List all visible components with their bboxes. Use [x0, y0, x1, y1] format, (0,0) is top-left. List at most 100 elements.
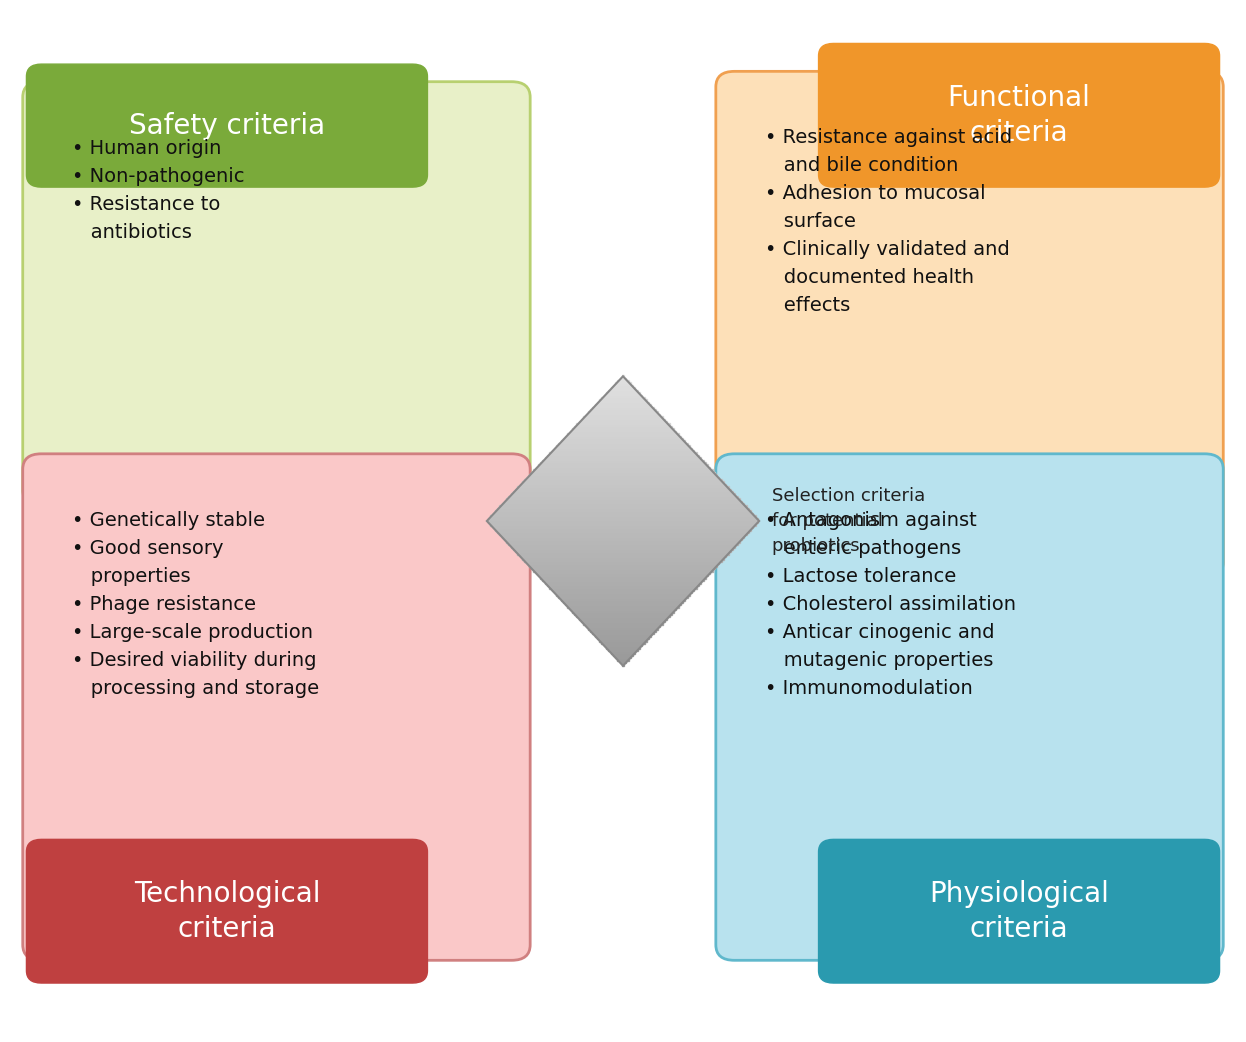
Bar: [538, 465, 708, 468]
FancyBboxPatch shape: [22, 81, 531, 505]
Bar: [591, 628, 655, 631]
Bar: [536, 571, 710, 574]
Bar: [591, 410, 655, 413]
Bar: [583, 416, 663, 420]
Bar: [606, 645, 640, 649]
FancyBboxPatch shape: [819, 44, 1220, 188]
Bar: [599, 399, 647, 403]
Bar: [592, 406, 654, 411]
Bar: [566, 602, 680, 605]
Bar: [528, 474, 718, 477]
Bar: [572, 428, 674, 431]
Bar: [611, 650, 635, 653]
Bar: [520, 553, 726, 557]
Bar: [531, 472, 715, 475]
Bar: [541, 462, 705, 466]
Bar: [538, 573, 708, 576]
Bar: [527, 476, 719, 480]
Bar: [583, 621, 663, 625]
Bar: [569, 606, 677, 611]
Bar: [497, 529, 749, 534]
Bar: [520, 483, 726, 488]
Bar: [622, 663, 624, 666]
Bar: [619, 660, 627, 664]
Bar: [525, 559, 721, 562]
Bar: [502, 503, 744, 506]
Bar: [599, 638, 647, 642]
Bar: [588, 626, 658, 629]
Bar: [522, 556, 724, 560]
Bar: [503, 537, 743, 541]
Bar: [561, 441, 685, 444]
Bar: [581, 619, 665, 622]
Bar: [594, 634, 652, 637]
Bar: [506, 540, 740, 543]
FancyBboxPatch shape: [22, 454, 531, 961]
Bar: [515, 489, 731, 492]
Bar: [490, 522, 756, 526]
Bar: [594, 404, 652, 407]
Bar: [556, 592, 690, 596]
Bar: [511, 494, 735, 497]
FancyBboxPatch shape: [715, 454, 1224, 961]
Bar: [586, 624, 660, 627]
Bar: [588, 412, 658, 415]
Bar: [503, 500, 743, 504]
Bar: [536, 467, 710, 470]
FancyBboxPatch shape: [715, 71, 1224, 578]
Bar: [608, 390, 638, 393]
Bar: [492, 513, 754, 516]
Bar: [619, 377, 627, 381]
Bar: [552, 450, 694, 453]
Bar: [613, 652, 633, 656]
Text: • Human origin
• Non-pathogenic
• Resistance to
   antibiotics: • Human origin • Non-pathogenic • Resist…: [72, 139, 244, 242]
Bar: [556, 445, 690, 449]
Bar: [513, 546, 733, 550]
Bar: [502, 535, 744, 538]
Bar: [527, 561, 719, 565]
Bar: [586, 414, 660, 417]
Bar: [511, 544, 735, 547]
Bar: [517, 487, 729, 490]
Text: Functional
criteria: Functional criteria: [948, 84, 1090, 147]
Bar: [572, 610, 674, 613]
FancyBboxPatch shape: [26, 65, 427, 188]
Bar: [616, 655, 630, 659]
Bar: [528, 564, 718, 567]
Bar: [495, 527, 751, 530]
Bar: [617, 380, 629, 383]
Bar: [533, 568, 713, 572]
Bar: [553, 590, 693, 593]
Bar: [577, 423, 669, 427]
Bar: [569, 430, 677, 435]
Text: • Antagonism against
   enteric pathogens
• Lactose tolerance
• Cholesterol assi: • Antagonism against enteric pathogens •…: [765, 511, 1017, 698]
Bar: [558, 595, 688, 598]
Bar: [488, 518, 758, 521]
Bar: [616, 382, 630, 386]
Bar: [500, 505, 746, 508]
Bar: [517, 551, 729, 554]
Bar: [533, 469, 713, 473]
Bar: [602, 397, 644, 400]
Bar: [549, 452, 697, 456]
Bar: [542, 578, 704, 581]
Bar: [574, 426, 672, 429]
Bar: [553, 448, 693, 451]
Bar: [547, 455, 699, 458]
Bar: [547, 582, 699, 586]
Bar: [578, 617, 668, 620]
Text: • Genetically stable
• Good sensory
   properties
• Phage resistance
• Large-sca: • Genetically stable • Good sensory prop…: [72, 511, 319, 698]
Bar: [492, 525, 754, 528]
Bar: [604, 395, 642, 398]
Text: Safety criteria: Safety criteria: [128, 111, 325, 140]
Bar: [592, 630, 654, 635]
Bar: [608, 648, 638, 651]
Bar: [558, 443, 688, 446]
Bar: [500, 532, 746, 536]
Bar: [531, 566, 715, 569]
Bar: [563, 438, 683, 442]
Bar: [541, 575, 705, 579]
Bar: [513, 491, 733, 495]
Bar: [567, 604, 679, 607]
Bar: [508, 496, 738, 499]
